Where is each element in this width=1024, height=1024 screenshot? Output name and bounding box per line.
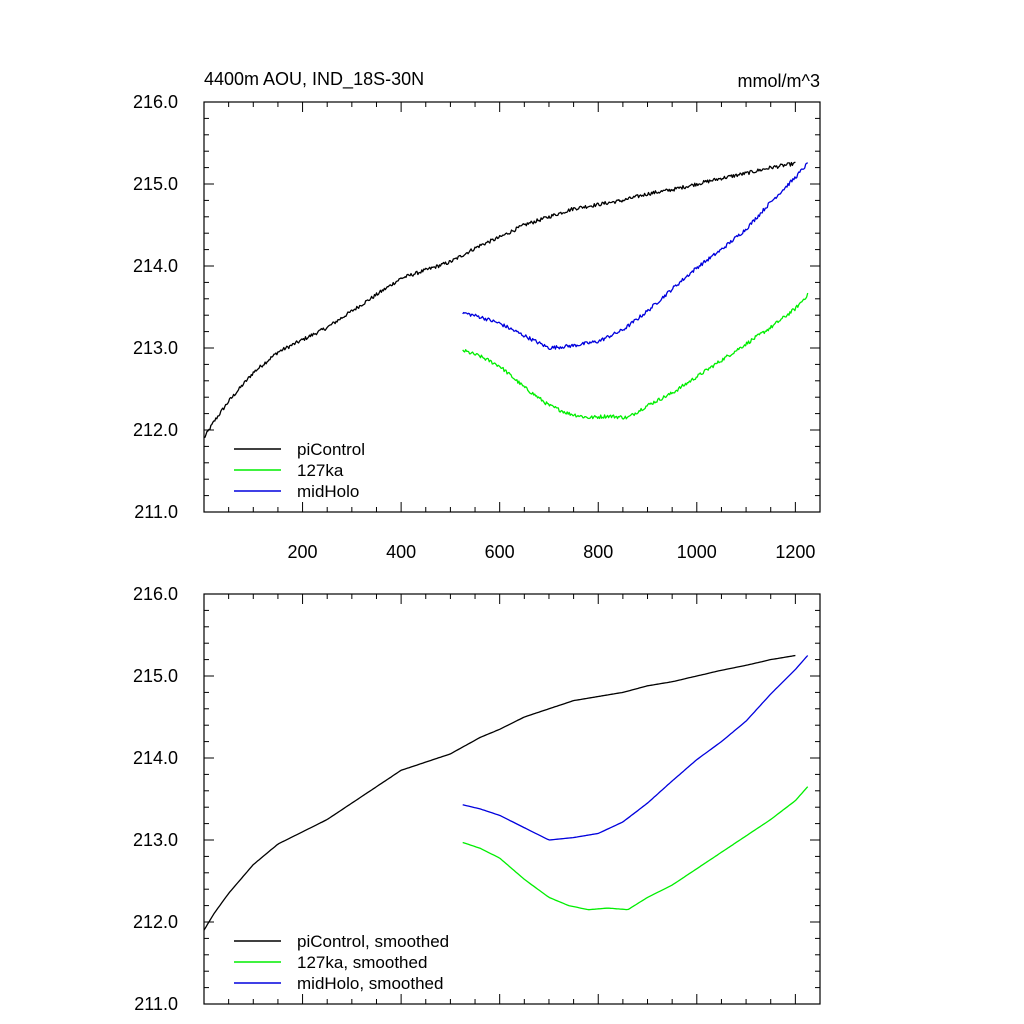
x-tick-label: 400 xyxy=(386,542,416,562)
legend-label-picontrol: piControl xyxy=(297,440,365,459)
x-tick-label: 1200 xyxy=(775,542,815,562)
series-line-picontrol xyxy=(203,161,796,439)
y-tick-label: 215.0 xyxy=(133,174,178,194)
top-panel-units: mmol/m^3 xyxy=(738,71,820,91)
series-line-midholo xyxy=(462,162,809,351)
y-tick-label: 216.0 xyxy=(133,92,178,112)
y-tick-label: 211.0 xyxy=(134,994,178,1014)
y-tick-label: 212.0 xyxy=(133,420,178,440)
x-tick-label: 800 xyxy=(583,542,613,562)
y-tick-label: 214.0 xyxy=(133,256,178,276)
x-tick-label: 600 xyxy=(485,542,515,562)
legend-label-midholo-smoothed: midHolo, smoothed xyxy=(297,974,443,993)
y-tick-label: 213.0 xyxy=(133,830,178,850)
bottom-panel-y-tick-labels: 211.0 212.0 213.0 214.0 215.0 216.0 xyxy=(133,584,178,1014)
bottom-panel: 211.0 212.0 213.0 214.0 215.0 216.0 piControl… xyxy=(133,584,821,1014)
legend-label-picontrol-smoothed: piControl, smoothed xyxy=(297,932,449,951)
series-line-127ka-smoothed xyxy=(462,786,809,911)
bottom-panel-frame xyxy=(203,593,821,1005)
series-line-picontrol-smoothed xyxy=(203,654,796,931)
y-tick-label: 214.0 xyxy=(133,748,178,768)
top-panel-legend: piControl 127ka midHolo xyxy=(234,440,365,501)
legend-label-127ka-smoothed: 127ka, smoothed xyxy=(297,953,427,972)
series-line-midholo-smoothed xyxy=(462,655,809,841)
bottom-panel-legend: piControl, smoothed 127ka, smoothed midH… xyxy=(234,932,449,993)
legend-label-midholo: midHolo xyxy=(297,482,359,501)
series-line-127ka xyxy=(462,292,809,420)
x-tick-label: 200 xyxy=(288,542,318,562)
legend-label-127ka: 127ka xyxy=(297,461,344,480)
top-panel-y-tick-labels: 211.0 212.0 213.0 214.0 215.0 216.0 xyxy=(133,92,178,522)
bottom-panel-series xyxy=(203,654,809,931)
y-tick-label: 212.0 xyxy=(133,912,178,932)
top-panel-series xyxy=(203,161,809,439)
bottom-panel-ticks xyxy=(204,593,821,1005)
top-panel-title: 4400m AOU, IND_18S-30N xyxy=(204,69,424,90)
top-panel: 4400m AOU, IND_18S-30N mmol/m^3 211.0 212… xyxy=(133,69,821,562)
top-panel-frame xyxy=(203,101,821,513)
y-tick-label: 216.0 xyxy=(133,584,178,604)
x-tick-label: 1000 xyxy=(677,542,717,562)
y-tick-label: 215.0 xyxy=(133,666,178,686)
top-panel-x-tick-labels: 200 400 600 800 1000 1200 xyxy=(288,542,816,562)
y-tick-label: 213.0 xyxy=(133,338,178,358)
y-tick-label: 211.0 xyxy=(134,502,178,522)
